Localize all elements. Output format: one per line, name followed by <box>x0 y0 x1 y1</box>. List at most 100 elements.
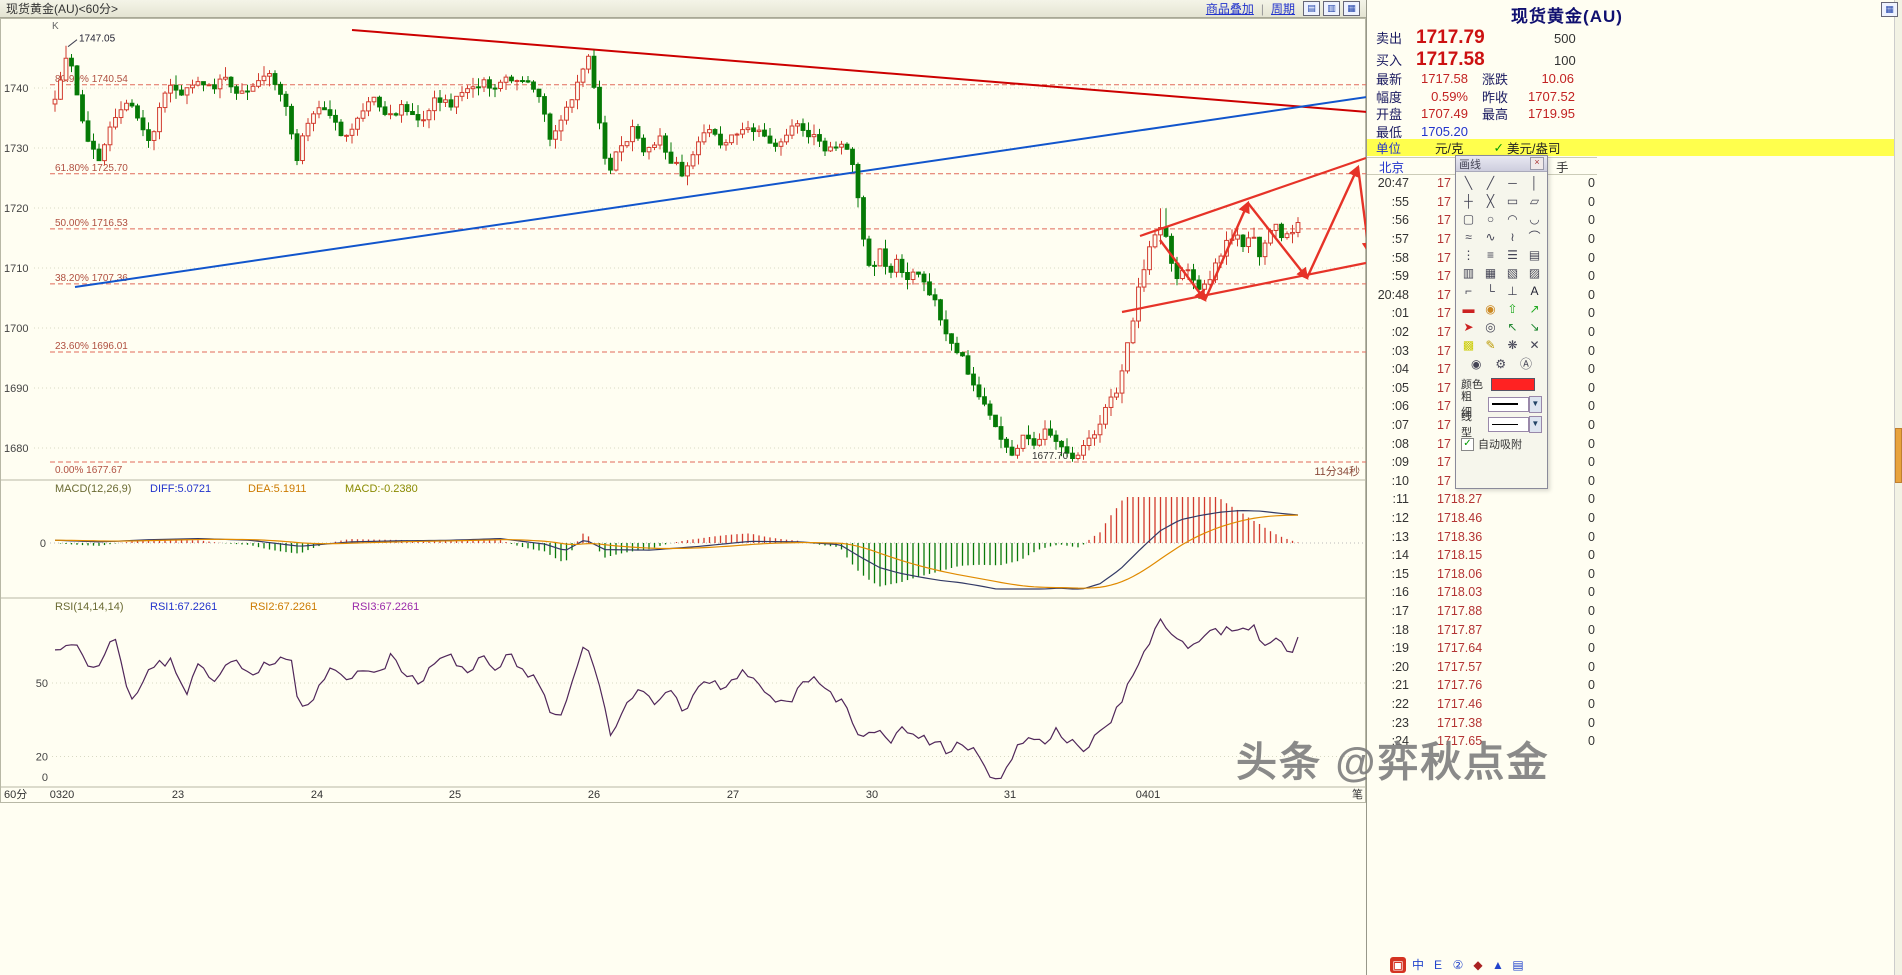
drawing-tool-icon[interactable]: ⊥ <box>1507 284 1518 298</box>
unit-ounce-option[interactable]: 美元/盎司 <box>1506 142 1561 156</box>
candle-body <box>91 140 96 150</box>
stat-label: 最低 <box>1376 124 1403 140</box>
status-icon[interactable]: ▲ <box>1492 958 1504 972</box>
candle-body <box>844 143 850 150</box>
drawing-tool-icon[interactable]: ☰ <box>1507 248 1518 262</box>
y-axis-label: 1690 <box>4 383 28 395</box>
candle-body <box>1114 392 1119 398</box>
drawing-tool-icon[interactable]: ▨ <box>1528 266 1541 280</box>
x-axis-label: 0401 <box>1136 789 1160 801</box>
chevron-down-icon[interactable]: ▼ <box>1528 415 1542 433</box>
candle-body <box>135 105 140 119</box>
drawing-tool-icon[interactable]: ❋ <box>1507 338 1518 352</box>
tick-list[interactable]: 20:47 17 0:55 17 0:56 17 0:57 17 0:58 17 0:59 17 0 20… <box>1367 174 1597 750</box>
drawing-tool-icon[interactable]: ↘ <box>1529 320 1540 334</box>
drawing-tool-icon[interactable]: │ <box>1530 176 1539 190</box>
candle-body <box>696 141 701 156</box>
drawing-tool-icon[interactable]: ▬ <box>1462 302 1475 316</box>
drawing-tool-icon[interactable]: ≀ <box>1510 230 1515 244</box>
drawing-tool-icon[interactable]: ▱ <box>1529 194 1540 208</box>
drawing-tool-icon[interactable]: ▧ <box>1506 266 1519 280</box>
gear-icon[interactable]: ⚙ <box>1495 357 1507 371</box>
candle-body <box>201 81 206 86</box>
drawing-tool-icon[interactable]: ▥ <box>1462 266 1475 280</box>
tick-time: :19 <box>1391 641 1409 656</box>
candle-body <box>118 109 124 119</box>
tick-row: :21 1717.76 0 <box>1367 676 1597 695</box>
candle-body <box>256 80 261 87</box>
status-icon[interactable]: ▤ <box>1512 958 1524 972</box>
status-icon[interactable]: E <box>1433 958 1442 972</box>
drawing-tool-icon[interactable]: ▤ <box>1528 248 1541 262</box>
tick-time: :24 <box>1391 734 1409 749</box>
drawing-tool-icon[interactable]: ◎ <box>1485 320 1496 334</box>
color-swatch[interactable] <box>1491 377 1535 391</box>
drawing-tool-icon[interactable]: ↗ <box>1529 302 1540 316</box>
layout-icon-1[interactable]: ▤ <box>1303 1 1320 16</box>
drawing-tool-icon[interactable]: ◠ <box>1507 212 1518 226</box>
scrollbar[interactable] <box>1894 0 1902 975</box>
drawing-tool-icon[interactable]: ⌐ <box>1464 284 1472 298</box>
drawing-tool-icon[interactable]: ◡ <box>1529 212 1540 226</box>
candle-body <box>1262 242 1268 258</box>
drawing-tool-icon[interactable]: ➤ <box>1463 320 1474 334</box>
candle-body <box>932 294 938 301</box>
snap-checkbox[interactable]: ✓ <box>1461 437 1474 451</box>
tick-volume: 0 <box>1588 603 1595 618</box>
drawing-tool-icon[interactable]: ⇧ <box>1507 302 1518 316</box>
status-icon[interactable]: ◆ <box>1473 958 1483 972</box>
tick-time: :23 <box>1391 715 1409 730</box>
drawing-tool-icon[interactable]: ▭ <box>1506 194 1519 208</box>
drawing-tool-icon[interactable]: ⌒ <box>1528 230 1541 244</box>
drawing-tool-icon[interactable]: ▩ <box>1462 338 1475 352</box>
candle-body <box>575 81 580 101</box>
overlay-link[interactable]: 商品叠加 <box>1205 2 1254 16</box>
tick-price: 17 <box>1437 455 1451 470</box>
chevron-down-icon[interactable]: ▼ <box>1528 395 1542 413</box>
drawing-tool-icon[interactable]: ▦ <box>1484 266 1497 280</box>
drawing-tool-icon[interactable]: ≡ <box>1486 248 1494 262</box>
drawing-tool-icon[interactable]: ✎ <box>1485 338 1496 352</box>
drawing-tool-icon[interactable]: ╲ <box>1464 176 1473 190</box>
drawing-tool-icon[interactable]: ○ <box>1486 212 1495 226</box>
status-icon[interactable]: ▣ <box>1390 957 1406 973</box>
drawing-tool-icon[interactable]: A <box>1530 284 1539 298</box>
drawing-tool-icon[interactable]: ┼ <box>1464 194 1473 208</box>
drawing-tool-icon[interactable]: ≈ <box>1465 230 1472 244</box>
auto-label-icon[interactable]: Ⓐ <box>1520 357 1533 371</box>
layout-icon-3[interactable]: ▦ <box>1343 1 1360 16</box>
visibility-icon[interactable]: ◉ <box>1470 357 1482 371</box>
tick-price: 1717.88 <box>1437 603 1483 618</box>
candle-body <box>1020 434 1026 449</box>
candle-body <box>899 258 905 274</box>
window-control-icon[interactable]: ▦ <box>1881 2 1898 17</box>
drawing-tool-icon[interactable]: ◉ <box>1485 302 1496 316</box>
close-icon[interactable]: × <box>1530 157 1544 170</box>
candle-body <box>619 145 624 153</box>
scrollbar-thumb[interactable] <box>1895 428 1902 483</box>
unit-gram-option[interactable]: 元/克 <box>1435 142 1464 156</box>
drawing-tool-icon[interactable]: ⋮ <box>1462 248 1475 262</box>
drawing-tool-icon[interactable]: ─ <box>1508 176 1517 190</box>
candle-body <box>982 396 987 405</box>
candle-body <box>1031 438 1037 446</box>
drawing-toolbar-titlebar[interactable]: 画线 × <box>1456 156 1547 172</box>
period-link[interactable]: 周期 <box>1270 2 1295 16</box>
line-width-select[interactable] <box>1488 396 1529 412</box>
chart-frame <box>0 18 1366 803</box>
candle-body <box>404 104 410 113</box>
candle-body <box>432 97 437 112</box>
drawing-tool-icon[interactable]: ▢ <box>1462 212 1475 226</box>
stat-value: 1707.52 <box>1528 88 1575 104</box>
status-icon[interactable]: 中 <box>1411 958 1424 972</box>
drawing-tool-icon[interactable]: └ <box>1486 284 1495 298</box>
line-style-select[interactable] <box>1488 416 1529 432</box>
drawing-tool-icon[interactable]: ╳ <box>1486 194 1495 208</box>
status-icon[interactable]: ② <box>1452 958 1464 972</box>
drawing-tool-icon[interactable]: ✕ <box>1529 338 1540 352</box>
drawing-tool-icon[interactable]: ╱ <box>1486 176 1495 190</box>
layout-icon-2[interactable]: ▥ <box>1323 1 1340 16</box>
drawing-tool-icon[interactable]: ↖ <box>1507 320 1518 334</box>
chart-canvas[interactable]: 1740 1730 1720 1710 1700 1690 1680 K 80.90% 1740… <box>0 0 1366 975</box>
drawing-tool-icon[interactable]: ∿ <box>1485 230 1496 244</box>
